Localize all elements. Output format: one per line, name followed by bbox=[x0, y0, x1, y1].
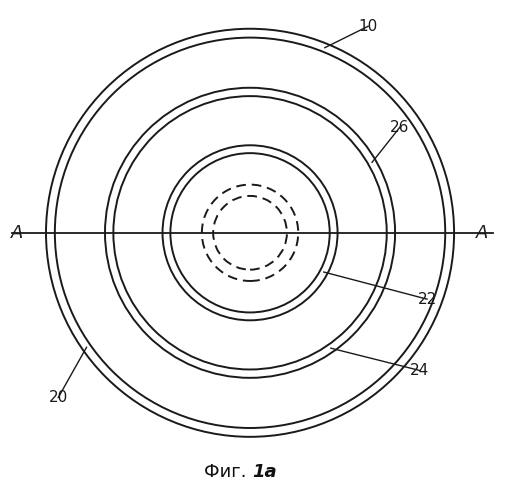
Text: 20: 20 bbox=[48, 390, 68, 405]
Text: 1а: 1а bbox=[252, 463, 277, 481]
Text: 24: 24 bbox=[410, 363, 429, 378]
Text: 22: 22 bbox=[418, 292, 437, 306]
Text: 10: 10 bbox=[359, 19, 378, 34]
Text: 26: 26 bbox=[390, 120, 410, 134]
Text: A: A bbox=[476, 224, 489, 242]
Text: A: A bbox=[11, 224, 24, 242]
Text: Фиг.: Фиг. bbox=[204, 463, 252, 481]
